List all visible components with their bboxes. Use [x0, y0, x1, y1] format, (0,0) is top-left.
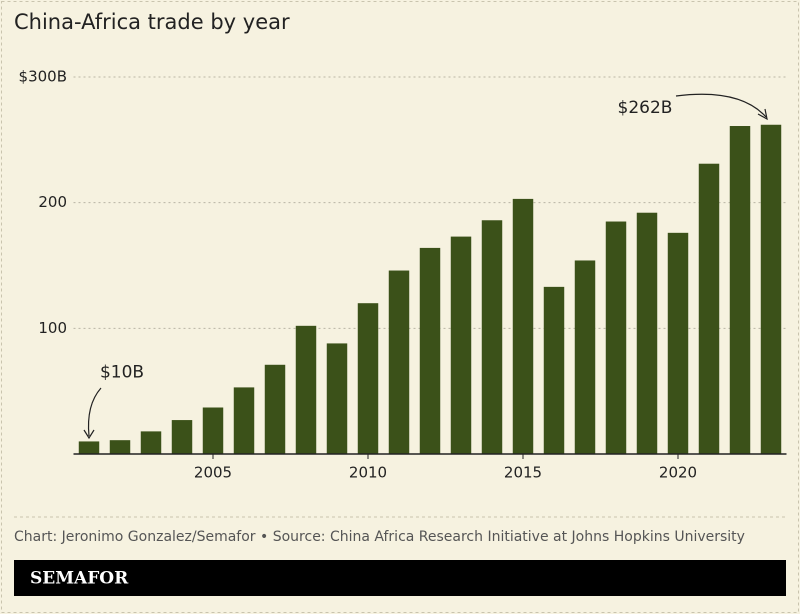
- bar: [636, 212, 658, 454]
- y-tick-label: $300B: [19, 68, 67, 86]
- brand-bar: [14, 560, 786, 596]
- arrow: [87, 387, 102, 437]
- bar: [760, 124, 782, 455]
- bar: [481, 220, 503, 454]
- x-tick-label: 2005: [194, 464, 232, 482]
- bar: [109, 440, 131, 454]
- arrow: [675, 93, 767, 118]
- bar: [295, 325, 317, 454]
- bar: [698, 163, 720, 454]
- y-tick-label: 200: [38, 193, 67, 211]
- bar: [419, 247, 441, 454]
- bar: [543, 286, 565, 454]
- arrowhead: [83, 429, 95, 440]
- bar: [605, 221, 627, 454]
- bar: [140, 431, 162, 454]
- bar: [388, 270, 410, 454]
- bar: [233, 387, 255, 454]
- x-tick-label: 2015: [504, 464, 542, 482]
- bar: [450, 236, 472, 454]
- bar: [667, 232, 689, 454]
- source: Chart: Jeronimo Gonzalez/Semafor • Sourc…: [14, 529, 745, 545]
- bar: [171, 420, 193, 454]
- bar: [574, 260, 596, 454]
- x-tick-label: 2020: [659, 464, 697, 482]
- bar: [729, 126, 751, 454]
- bar: [202, 407, 224, 454]
- bar: [512, 198, 534, 454]
- arrowhead: [757, 108, 768, 121]
- value-label: $262B: [618, 98, 673, 118]
- bar: [264, 364, 286, 454]
- y-tick-label: 100: [38, 319, 67, 337]
- bar: [326, 343, 348, 454]
- bar: [78, 441, 100, 454]
- chart-title: China-Africa trade by year: [14, 10, 290, 34]
- x-tick-label: 2010: [349, 464, 387, 482]
- bar: [357, 303, 379, 454]
- brand: SEMAFOR: [30, 569, 129, 589]
- value-label: $10B: [100, 362, 144, 382]
